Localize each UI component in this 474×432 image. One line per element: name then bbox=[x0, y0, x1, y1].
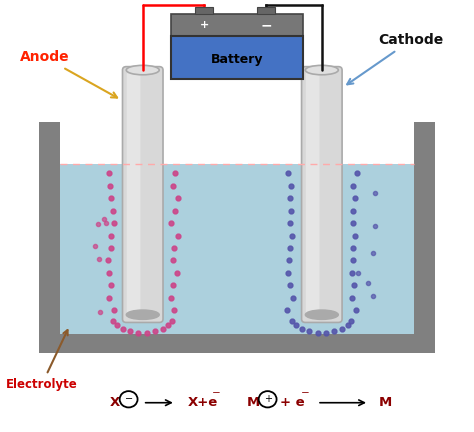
Bar bbox=[171, 14, 303, 36]
Text: +: + bbox=[264, 394, 272, 404]
Bar bbox=[195, 7, 213, 14]
Text: −: − bbox=[211, 388, 220, 398]
Ellipse shape bbox=[305, 65, 338, 75]
FancyBboxPatch shape bbox=[301, 67, 342, 322]
FancyBboxPatch shape bbox=[306, 73, 319, 316]
FancyBboxPatch shape bbox=[122, 67, 163, 322]
FancyBboxPatch shape bbox=[127, 73, 140, 316]
Text: + e: + e bbox=[280, 396, 305, 409]
Text: X: X bbox=[109, 396, 119, 409]
Ellipse shape bbox=[126, 65, 159, 75]
Bar bbox=[171, 36, 303, 79]
Text: Electrolyte: Electrolyte bbox=[6, 330, 78, 391]
Text: −: − bbox=[260, 18, 272, 32]
Text: −: − bbox=[125, 394, 133, 404]
Text: Cathode: Cathode bbox=[347, 33, 444, 84]
Text: +: + bbox=[200, 20, 209, 30]
Ellipse shape bbox=[126, 310, 159, 319]
Text: −: − bbox=[301, 388, 310, 398]
Text: M: M bbox=[247, 396, 260, 409]
Bar bbox=[39, 334, 435, 353]
Ellipse shape bbox=[305, 310, 338, 319]
Text: Anode: Anode bbox=[20, 51, 117, 98]
Bar bbox=[256, 7, 275, 14]
Bar bbox=[39, 121, 60, 353]
Text: M: M bbox=[378, 396, 392, 409]
Text: X+e: X+e bbox=[188, 396, 218, 409]
Bar bbox=[414, 121, 435, 353]
Text: Battery: Battery bbox=[211, 53, 263, 66]
Bar bbox=[60, 165, 414, 334]
